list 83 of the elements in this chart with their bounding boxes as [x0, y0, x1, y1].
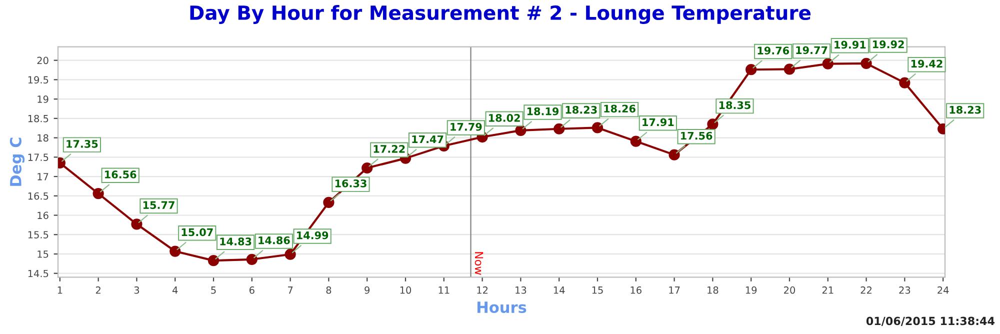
y-tick-label: 17: [38, 173, 48, 180]
point: [822, 58, 834, 70]
y-tick-label: 15: [38, 250, 48, 258]
data-label: 17.22: [374, 144, 405, 153]
point: [131, 218, 142, 230]
point: [592, 122, 604, 134]
x-tick-label: 9: [364, 286, 370, 294]
data-label: 17.47: [412, 135, 444, 144]
x-tick-label: 18: [708, 286, 718, 294]
point: [860, 58, 872, 69]
data-label: 18.23: [566, 106, 597, 114]
y-tick-label: 20: [37, 56, 48, 64]
x-tick-label: 2: [96, 286, 100, 294]
point: [170, 246, 181, 257]
data-label: 18.19: [527, 107, 559, 116]
y-tick-label: 17.5: [28, 154, 48, 161]
point: [784, 64, 796, 75]
x-tick-label: 3: [134, 286, 140, 294]
y-tick-label: 14.5: [28, 270, 48, 278]
text: 01/06/2015 11:38:44: [866, 316, 994, 326]
point: [899, 77, 910, 88]
x-axis-title: Hours: [478, 302, 526, 314]
x-tick-label: 8: [326, 286, 332, 294]
data-label: 15.07: [182, 228, 213, 236]
data-label: 14.83: [220, 238, 252, 246]
point: [323, 196, 334, 208]
data-label: 17.35: [66, 140, 98, 148]
ref-line-label: Now: [474, 252, 484, 275]
point: [362, 162, 373, 174]
point: [668, 149, 680, 160]
point: [554, 123, 565, 134]
x-tick-label: 5: [211, 286, 216, 294]
x-tick-label: 12: [477, 286, 488, 294]
y-tick-label: 18.5: [28, 114, 48, 122]
y-tick-label: 19: [38, 96, 48, 103]
point: [707, 118, 718, 130]
data-label: 19.76: [758, 46, 790, 54]
point: [92, 188, 104, 200]
y-tick-label: 16: [38, 212, 48, 220]
data-label: 16.56: [105, 170, 136, 178]
y-axis-title: Deg C: [10, 138, 25, 186]
data-label: 19.91: [834, 40, 866, 49]
data-label: 14.86: [258, 236, 290, 244]
x-tick-label: 6: [249, 286, 254, 294]
data-label: 17.79: [450, 122, 482, 131]
x-tick-label: 23: [899, 286, 910, 294]
data-label: 17.91: [642, 118, 674, 126]
x-tick-label: 16: [630, 286, 642, 294]
point: [630, 136, 642, 147]
data-label: 14.99: [297, 231, 328, 240]
data-label: 19.92: [873, 40, 904, 48]
x-tick-label: 24: [938, 286, 949, 294]
data-label: 18.35: [719, 101, 750, 110]
x-tick-label: 10: [400, 286, 412, 294]
data-label: 18.02: [489, 114, 520, 122]
chart-title: Day By Hour for Measurement # 2 - Lounge Temperature: [190, 5, 811, 24]
data-label: 15.77: [143, 201, 174, 210]
y-tick-label: 19.5: [28, 76, 48, 84]
x-tick-label: 17: [669, 286, 680, 294]
x-tick-label: 11: [438, 286, 450, 294]
x-tick-label: 1: [58, 286, 62, 294]
data-label: 18.26: [604, 104, 636, 113]
x-tick-label: 15: [592, 286, 603, 294]
x-tick-label: 22: [860, 286, 872, 294]
data-label: 19.77: [796, 46, 828, 54]
point: [746, 64, 757, 76]
data-label: 19.42: [911, 60, 942, 68]
y-tick-label: 15.5: [28, 231, 48, 238]
y-tick-label: 16.5: [28, 192, 48, 200]
x-tick-label: 7: [288, 286, 293, 294]
x-tick-label: 4: [172, 286, 178, 294]
point: [284, 248, 296, 260]
y-tick-label: 18: [38, 134, 48, 142]
point: [208, 255, 220, 266]
x-tick-label: 13: [516, 286, 526, 294]
x-tick-label: 20: [784, 286, 796, 294]
x-tick-label: 19: [746, 286, 757, 294]
point: [246, 254, 258, 265]
data-label: 18.23: [950, 106, 981, 114]
data-label: 16.33: [335, 179, 366, 188]
data-label: 17.56: [681, 132, 712, 140]
x-tick-label: 21: [822, 286, 834, 294]
x-tick-label: 14: [554, 286, 565, 294]
